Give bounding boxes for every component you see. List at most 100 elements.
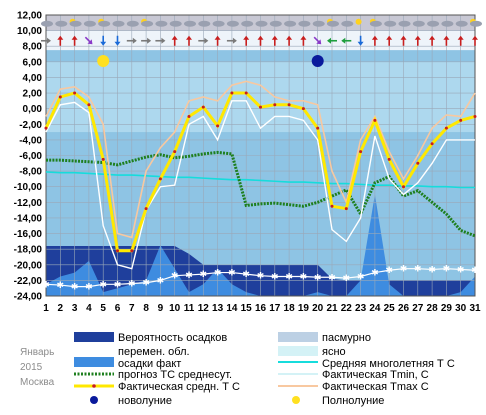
bottom-line-marker: ✱: [385, 266, 393, 276]
cloud-icon: [441, 20, 454, 27]
point-actual-mean: [359, 150, 363, 154]
cloud-shape: [226, 20, 239, 27]
x-tick-label: 10: [169, 303, 181, 314]
arrow-up-icon: [457, 35, 464, 46]
caption-city: Москва: [20, 377, 55, 388]
line-actual-tmax: [45, 80, 476, 239]
cloud-shape: [126, 20, 139, 27]
y-tick-label: 0,00: [23, 104, 43, 115]
bottom-line-marker: ✱: [228, 269, 236, 279]
bottom-line-marker: ✱: [200, 270, 208, 280]
cloud-icon: [198, 20, 211, 27]
legend-label-forecast-mean: прогноз ТС среднесут.: [118, 369, 232, 381]
cloud-icon: [155, 20, 168, 27]
arrow-up-icon: [286, 35, 293, 46]
arrow-up-icon: [214, 35, 221, 46]
bottom-line-marker: ✱: [443, 265, 451, 275]
cloud-shape: [241, 20, 254, 27]
arrow-head: [243, 35, 250, 40]
x-tick-label: 22: [341, 303, 353, 314]
bottom-line-marker: ✱: [457, 265, 465, 275]
cloud-icon: [298, 20, 311, 27]
arrow-right-icon: [226, 37, 237, 44]
arrow-head: [400, 35, 407, 40]
legend-new-moon-icon: [90, 396, 98, 404]
arrow-left-icon: [327, 37, 337, 44]
arrow-head: [386, 35, 393, 40]
sun-cloud-icon: [369, 18, 382, 27]
cloud-icon: [384, 20, 397, 27]
x-tick-label: 29: [441, 303, 453, 314]
arrow-up-icon: [414, 35, 421, 46]
arrow-head: [171, 35, 178, 40]
bottom-line-marker: ✱: [99, 280, 107, 290]
arrow-up-icon: [472, 35, 478, 46]
x-tick-label: 16: [255, 303, 267, 314]
y-tick-label: -22,00: [14, 276, 43, 287]
arrow-down-right-icon: [313, 36, 322, 45]
cloud-shape: [384, 20, 397, 27]
cloud-shape: [441, 20, 454, 27]
cloud-icon: [427, 20, 440, 27]
point-actual-mean: [416, 161, 420, 165]
x-tick-label: 25: [384, 303, 396, 314]
legend-label-clear: ясно: [322, 346, 346, 358]
arrow-head: [300, 35, 307, 40]
x-tick-label: 23: [355, 303, 367, 314]
x-tick-label: 30: [455, 303, 467, 314]
legend-label-partly-cloudy: перемен. обл.: [118, 346, 190, 358]
legend-label-precip-actual: осадки факт: [118, 358, 181, 370]
x-tick-label: 7: [129, 303, 135, 314]
y-tick-label: -14,00: [14, 213, 43, 224]
bottom-line-marker: ✱: [285, 272, 293, 282]
point-actual-mean: [473, 114, 477, 118]
x-axis-ticks: 1 2 3 4 5 6 7 8 9 10 11 12 13 14 15 16 17 18 19 20 21 22 23 24 2…: [43, 303, 481, 314]
cloud-icon: [341, 20, 354, 27]
bottom-line-marker: ✱: [414, 265, 422, 275]
sun-disc: [355, 18, 362, 25]
cloud-icon: [212, 20, 225, 27]
point-actual-mean: [444, 126, 448, 130]
legend-swatch-precip-probability: [74, 332, 114, 342]
bottom-line-marker: ✱: [214, 269, 222, 279]
cloud-shape: [284, 20, 297, 27]
point-actual-mean: [273, 103, 277, 107]
y-tick-label: 6,00: [23, 57, 43, 68]
point-actual-mean: [144, 207, 148, 211]
legend-label-precip-probability: Вероятность осадков: [118, 332, 227, 344]
legend-label-overcast: пасмурно: [322, 332, 371, 344]
arrow-head: [316, 39, 322, 45]
x-tick-label: 21: [326, 303, 338, 314]
x-tick-label: 12: [198, 303, 210, 314]
bottom-line-marker: ✱: [142, 279, 150, 289]
arrow-head: [271, 35, 278, 40]
legend-label-normal-mean: Средняя многолетняя Т С: [322, 358, 455, 370]
point-actual-mean: [316, 126, 320, 130]
point-actual-mean: [244, 91, 248, 95]
precip-actual-fill: [46, 194, 475, 296]
bottom-line: [45, 268, 476, 288]
arrow-up-icon: [429, 35, 436, 46]
bottom-line-marker: ✱: [371, 269, 379, 279]
plot-frame: [45, 14, 476, 297]
cloud-shape: [112, 20, 125, 27]
cloud-icon: [112, 20, 125, 27]
arrow-head: [114, 41, 121, 46]
point-actual-mean: [259, 105, 262, 109]
cloud-icon: [226, 20, 239, 27]
bottom-line-marker: ✱: [343, 274, 351, 284]
arrow-up-icon: [300, 35, 307, 46]
arrow-head: [327, 37, 331, 44]
point-actual-mean: [402, 185, 405, 189]
y-tick-label: -4,00: [19, 135, 42, 146]
legend-swatch-actual-mean-dot: [92, 384, 96, 388]
cloud-icon: [412, 20, 425, 27]
x-tick-label: 11: [184, 303, 195, 314]
arrow-head: [47, 37, 51, 44]
x-tick-label: 18: [284, 303, 296, 314]
cloud-shape: [83, 20, 96, 27]
legend-swatch-overcast: [278, 332, 318, 342]
caption-month: Январь: [20, 347, 54, 358]
arrow-up-icon: [271, 35, 278, 46]
y-tick-label: -2,00: [19, 120, 42, 131]
